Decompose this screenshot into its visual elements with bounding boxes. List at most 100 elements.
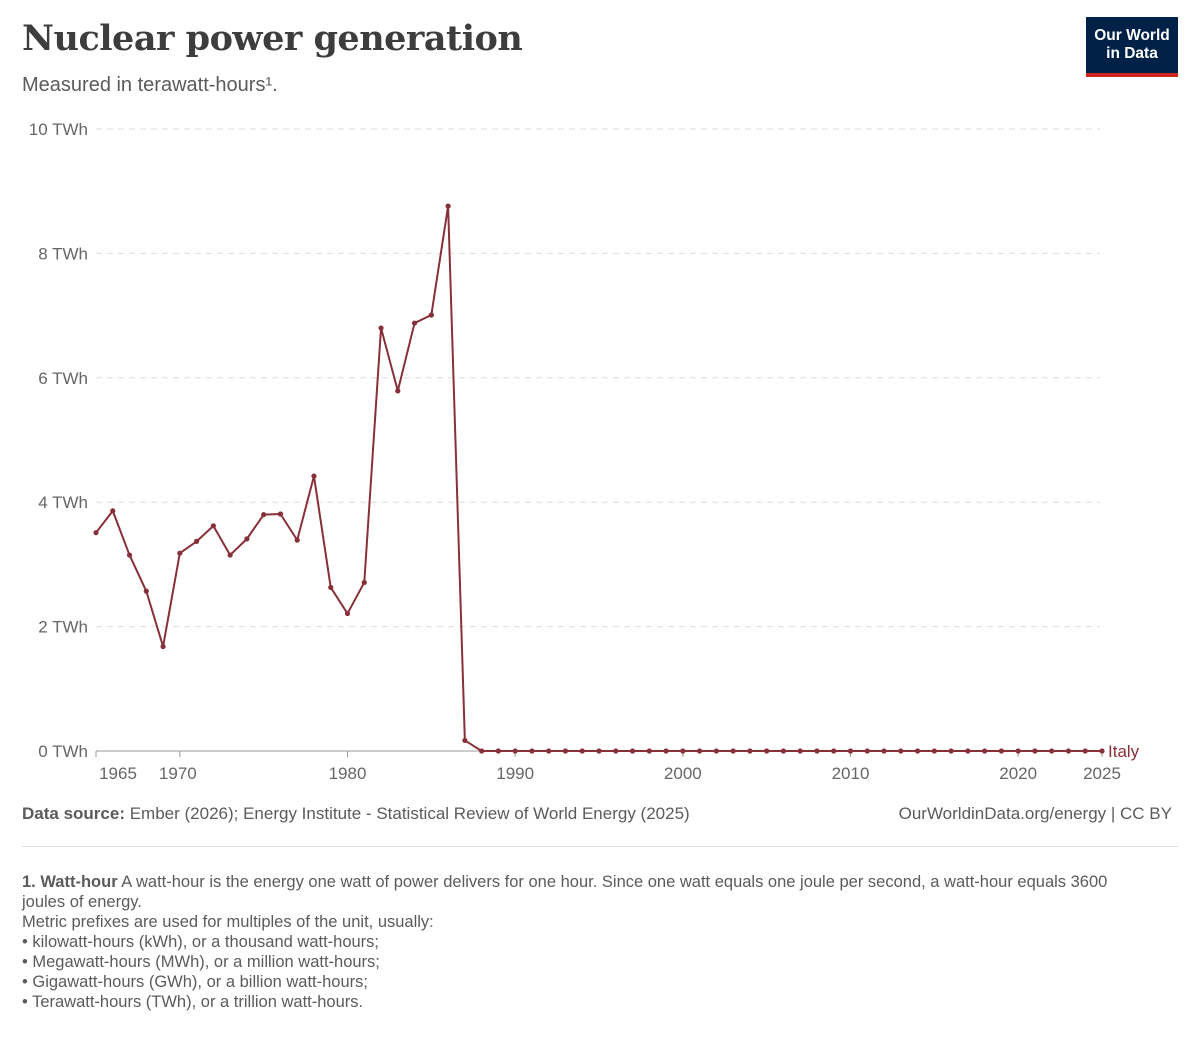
data-point [697, 748, 703, 754]
data-point [512, 748, 518, 754]
data-point [93, 530, 99, 536]
data-point [495, 748, 501, 754]
y-tick-label: 8 TWh [38, 244, 88, 263]
y-tick-label: 10 TWh [29, 120, 88, 139]
data-point [680, 748, 686, 754]
footnote-list-item: Megawatt-hours (MWh), or a million watt-… [22, 952, 1142, 972]
y-tick-label: 0 TWh [38, 742, 88, 761]
data-point [294, 537, 300, 543]
y-tick-label: 6 TWh [38, 369, 88, 388]
data-point [998, 748, 1005, 754]
data-point [663, 748, 669, 754]
data-point [546, 748, 552, 754]
x-tick-label: 2010 [832, 764, 870, 783]
x-tick-label: 2025 [1083, 764, 1121, 783]
data-point [613, 748, 619, 754]
data-point [814, 748, 820, 754]
data-point [948, 748, 954, 754]
chart-title: Nuclear power generation [22, 18, 523, 59]
data-point [646, 748, 652, 754]
footnote-prefix-intro: Metric prefixes are used for multiples o… [22, 913, 434, 931]
gridlines [96, 128, 1100, 752]
data-point [596, 748, 602, 754]
data-point [395, 388, 401, 394]
data-point [914, 748, 921, 754]
data-point [579, 748, 585, 754]
data-point [864, 748, 870, 754]
series-label-italy: Italy [1108, 742, 1140, 761]
data-point [244, 536, 250, 542]
data-point [160, 643, 166, 650]
y-tick-label: 2 TWh [38, 618, 88, 637]
x-tick-label: 1980 [329, 764, 367, 783]
data-point [931, 748, 937, 754]
data-point [529, 748, 535, 754]
data-point [194, 538, 200, 544]
logo-line-1: Our World [1094, 27, 1170, 44]
data-point [328, 584, 334, 591]
data-point [1032, 748, 1038, 754]
line-chart: 0 TWh 2 TWh 4 TWh 6 TWh 8 TWh 10 TWh 1965 1970… [29, 120, 1140, 783]
chart-subtitle: Measured in terawatt-hours¹. [22, 74, 278, 96]
x-tick-label: 2000 [664, 764, 702, 783]
data-source-text: Ember (2026); Energy Institute - Statist… [124, 804, 690, 823]
footnote-list: kilowatt-hours (kWh), or a thousand watt… [22, 932, 1142, 1012]
data-point [713, 748, 719, 754]
data-point [982, 748, 988, 754]
data-point [344, 610, 351, 617]
footnote-definition-text: A watt-hour is the energy one watt of po… [22, 873, 1108, 911]
data-point [847, 748, 854, 754]
footnote-list-item: kilowatt-hours (kWh), or a thousand watt… [22, 932, 1142, 952]
y-axis-tick-labels: 0 TWh 2 TWh 4 TWh 6 TWh 8 TWh 10 TWh [29, 120, 88, 761]
footnote-list-item: Terawatt-hours (TWh), or a trillion watt… [22, 992, 1142, 1012]
x-tick-label: 1970 [159, 764, 197, 783]
data-point [361, 579, 367, 586]
data-source-label: Data source: [22, 804, 125, 823]
data-point [445, 203, 451, 209]
data-point [747, 748, 753, 754]
data-point [210, 523, 216, 529]
data-point [1065, 748, 1072, 754]
data-point [277, 511, 284, 517]
data-point [462, 737, 468, 744]
data-point [1082, 748, 1088, 754]
series-line-italy [95, 205, 1102, 752]
footnote-term: 1. Watt-hour [22, 873, 118, 891]
x-tick-label: 1965 [99, 764, 137, 783]
data-point [261, 512, 267, 518]
x-tick-label: 2020 [999, 764, 1037, 783]
data-source: Data source: Ember (2026); Energy Instit… [22, 804, 690, 824]
owid-logo[interactable]: Our World in Data [1086, 17, 1178, 77]
footnote-definition: 1. Watt-hour A watt-hour is the energy o… [22, 872, 1142, 912]
data-point [177, 550, 183, 556]
logo-line-2: in Data [1106, 45, 1158, 62]
data-point [126, 552, 133, 558]
data-point [311, 473, 317, 479]
data-point [110, 508, 116, 514]
data-point [831, 748, 837, 754]
data-point [797, 748, 803, 754]
footer-divider [22, 846, 1178, 847]
data-point [965, 748, 971, 754]
data-point [227, 552, 233, 558]
data-point [898, 748, 904, 754]
footnote-list-item: Gigawatt-hours (GWh), or a billion watt-… [22, 972, 1142, 992]
data-point [1099, 748, 1105, 754]
data-point [562, 748, 569, 754]
data-point [428, 312, 434, 318]
y-tick-label: 4 TWh [38, 493, 88, 512]
x-axis-tick-labels: 1965 1970 1980 1990 2000 2010 2020 2025 [95, 751, 1121, 783]
data-point [143, 588, 149, 594]
data-point [479, 748, 485, 754]
data-point [411, 320, 418, 326]
credit-link[interactable]: OurWorldinData.org/energy | CC BY [898, 804, 1172, 823]
data-point [378, 325, 384, 331]
series-layer: Italy [93, 203, 1140, 761]
x-tick-label: 1990 [496, 764, 534, 783]
data-point [881, 748, 887, 754]
data-point [1015, 748, 1021, 754]
footnote: 1. Watt-hour A watt-hour is the energy o… [22, 872, 1142, 1012]
data-point [1049, 748, 1055, 754]
data-point [629, 748, 636, 754]
data-point [764, 748, 770, 754]
